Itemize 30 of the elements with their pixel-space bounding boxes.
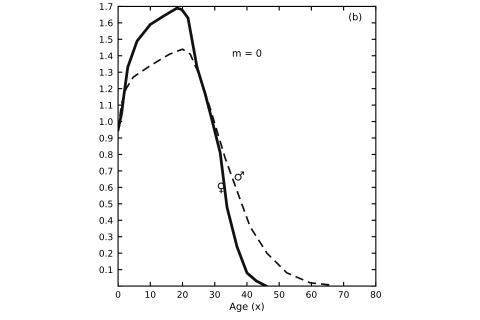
y-tick-label: 0.1 xyxy=(99,266,112,274)
y-tick-label: 0.6 xyxy=(99,184,113,191)
y-tick-label: 1.7 xyxy=(100,3,112,10)
x-tick-label: 30 xyxy=(210,291,220,298)
annotation: (b) xyxy=(349,12,362,22)
y-tick-label: 1.2 xyxy=(100,85,112,92)
x-tick-label: 40 xyxy=(242,291,252,298)
x-axis-title: Age (x) xyxy=(229,302,264,312)
x-tick-label: 10 xyxy=(146,291,156,298)
y-tick-label: 1.3 xyxy=(100,68,112,76)
y-tick-label: 0.4 xyxy=(99,217,113,224)
y-tick-label: 0.5 xyxy=(99,200,112,208)
x-tick-label: 70 xyxy=(338,291,349,298)
y-tick-label: 0.8 xyxy=(99,151,113,158)
y-tick-label: 0.2 xyxy=(99,250,112,257)
y-tick-label: 1.5 xyxy=(100,36,112,43)
x-tick-label: 20 xyxy=(177,291,188,298)
y-tick-label: 0.7 xyxy=(99,168,112,174)
series-label: ♂ xyxy=(234,171,244,181)
y-tick-label: 1.1 xyxy=(100,102,112,109)
y-tick-label: 1.0 xyxy=(100,118,113,126)
y-tick-label: 0.9 xyxy=(99,134,113,142)
annotation: m = 0 xyxy=(232,49,262,57)
y-tick-label: 0.3 xyxy=(99,233,112,240)
y-tick-label: 1.4 xyxy=(100,52,113,60)
y-tick-label: 1.6 xyxy=(100,20,113,26)
x-tick-label: 50 xyxy=(274,291,284,298)
x-tick-label: 60 xyxy=(306,291,317,298)
x-tick-label: 0 xyxy=(116,291,120,298)
x-tick-label: 80 xyxy=(370,291,381,298)
